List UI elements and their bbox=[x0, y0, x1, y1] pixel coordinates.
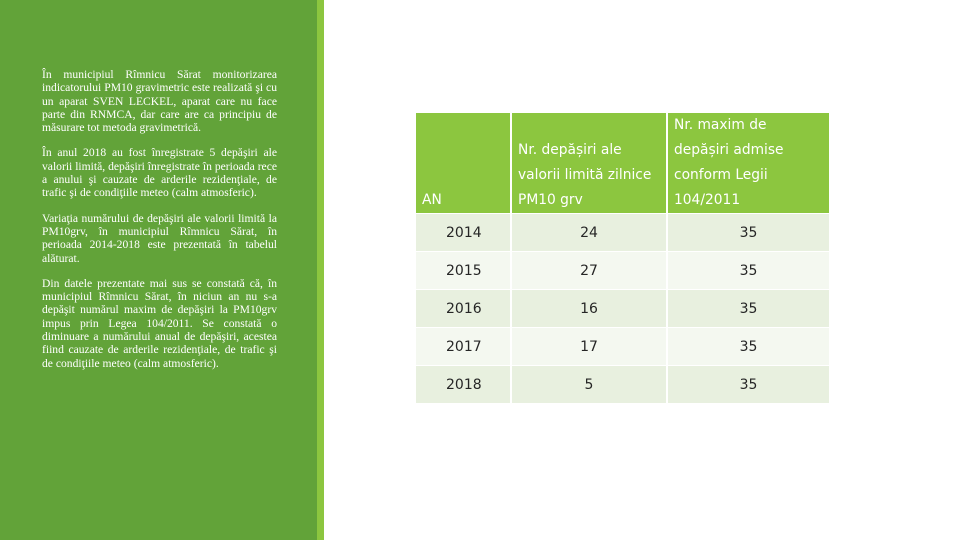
table-row: 2016 16 35 bbox=[416, 289, 829, 327]
cell-depasiri: 5 bbox=[512, 365, 668, 403]
table-row: 2015 27 35 bbox=[416, 251, 829, 289]
cell-maxim: 35 bbox=[668, 289, 829, 327]
left-green-panel bbox=[0, 0, 317, 540]
cell-maxim: 35 bbox=[668, 365, 829, 403]
table-row: 2018 5 35 bbox=[416, 365, 829, 403]
cell-maxim: 35 bbox=[668, 213, 829, 251]
header-depasiri: Nr. depășiri ale valorii limită zilnice … bbox=[512, 113, 668, 213]
cell-depasiri: 16 bbox=[512, 289, 668, 327]
paragraph-monitoring: În municipiul Rîmnicu Sărat monitorizare… bbox=[42, 68, 277, 135]
cell-maxim: 35 bbox=[668, 327, 829, 365]
cell-year: 2017 bbox=[416, 327, 512, 365]
paragraph-2018-exceedances: În anul 2018 au fost înregistrate 5 depă… bbox=[42, 146, 277, 200]
paragraph-conclusion: Din datele prezentate mai sus se constat… bbox=[42, 276, 277, 370]
cell-maxim: 35 bbox=[668, 251, 829, 289]
cell-year: 2015 bbox=[416, 251, 512, 289]
accent-stripe bbox=[317, 0, 324, 540]
cell-depasiri: 24 bbox=[512, 213, 668, 251]
cell-year: 2016 bbox=[416, 289, 512, 327]
header-an: AN bbox=[416, 113, 512, 213]
table-row: 2014 24 35 bbox=[416, 213, 829, 251]
table-row: 2017 17 35 bbox=[416, 327, 829, 365]
description-text: În municipiul Rîmnicu Sărat monitorizare… bbox=[42, 68, 277, 382]
table-header-row: AN Nr. depășiri ale valorii limită zilni… bbox=[416, 113, 829, 213]
cell-year: 2018 bbox=[416, 365, 512, 403]
cell-depasiri: 27 bbox=[512, 251, 668, 289]
exceedances-table: AN Nr. depășiri ale valorii limită zilni… bbox=[416, 113, 829, 403]
header-maxim: Nr. maxim de depășiri admise conform Leg… bbox=[668, 113, 829, 213]
cell-depasiri: 17 bbox=[512, 327, 668, 365]
paragraph-variation: Variaţia numărului de depăşiri ale valor… bbox=[42, 211, 277, 265]
cell-year: 2014 bbox=[416, 213, 512, 251]
